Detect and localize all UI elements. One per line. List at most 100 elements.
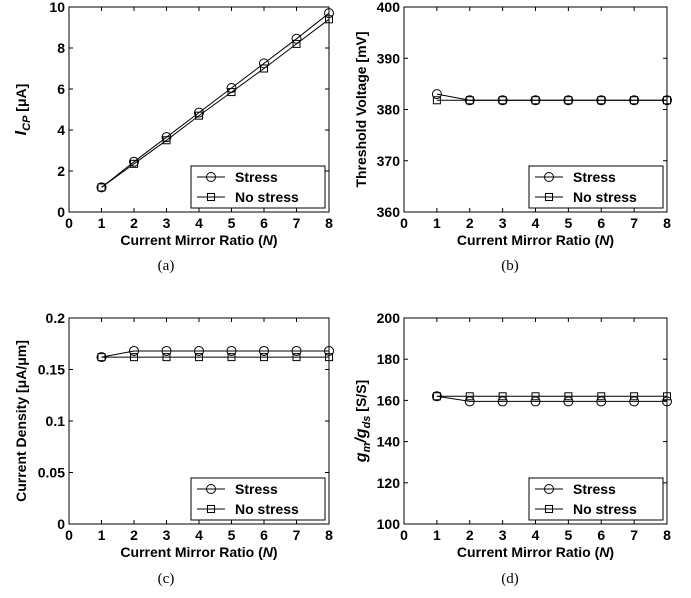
legend-label: Stress (235, 169, 278, 185)
data-point-no-stress (97, 353, 106, 362)
legend-marker-square (545, 505, 553, 513)
y-tick-label: 390 (377, 50, 401, 66)
data-point-no-stress (597, 392, 606, 401)
x-tick-label: 0 (400, 215, 408, 231)
x-axis-label-var: N (599, 232, 610, 248)
data-point-stress (530, 396, 541, 407)
x-tick-label: 2 (130, 527, 138, 543)
x-axis-label: Current Mirror Ratio (N) (120, 544, 277, 560)
data-point-no-stress (195, 111, 203, 120)
data-point-stress (129, 156, 139, 167)
legend-marker-square (207, 505, 215, 513)
x-axis-label-suffix: ) (609, 544, 614, 560)
data-point-stress (259, 345, 269, 356)
x-tick-label: 3 (163, 527, 171, 543)
data-point-no-stress (292, 353, 301, 362)
x-tick-label: 6 (260, 215, 268, 231)
y-axis-label-var: g (353, 452, 370, 463)
x-axis-label: Current Mirror Ratio (N) (457, 232, 614, 248)
data-point-no-stress (597, 96, 606, 105)
data-point-no-stress (432, 392, 441, 401)
x-axis-label-suffix: ) (273, 232, 278, 248)
x-tick-label: 3 (499, 527, 507, 543)
panel-caption: (d) (501, 571, 519, 587)
legend-label: Stress (573, 481, 616, 497)
x-axis-label-text: Current Mirror Ratio ( (120, 544, 263, 560)
x-axis-label: Current Mirror Ratio (N) (120, 232, 277, 248)
panel-caption: (b) (501, 258, 519, 274)
y-axis-label: ICP [μA] (13, 84, 33, 136)
data-point-no-stress (227, 353, 236, 362)
y-axis-label-unit: [μA] (13, 84, 29, 116)
x-axis-label-text: Current Mirror Ratio ( (457, 232, 600, 248)
data-point-stress (662, 396, 672, 407)
data-point-stress (291, 345, 302, 356)
data-point-no-stress (630, 96, 639, 105)
chart-panel-a: 0 1 2 3 4 5 6 7 8 0 2 4 6 8 10 Current Mirror Ratio (N)… (13, 0, 334, 248)
y-tick-label: 0.05 (38, 465, 65, 481)
legend-label: No stress (573, 189, 637, 205)
x-tick-label: 6 (597, 527, 605, 543)
data-point-no-stress (564, 96, 573, 105)
x-tick-label: 5 (228, 215, 236, 231)
x-tick-label: 3 (163, 215, 171, 231)
chart-panel-b: 0 1 2 3 4 5 6 7 8 360 370 380 390 400 Current Mirror R… (353, 0, 672, 248)
x-tick-label: 7 (630, 215, 638, 231)
legend: Stress No stress (190, 477, 326, 521)
data-point-no-stress (227, 88, 236, 97)
data-point-no-stress (260, 64, 268, 73)
x-tick-label: 7 (293, 527, 301, 543)
y-tick-label: 140 (377, 434, 401, 450)
y-axis-label: Threshold Voltage [mV] (353, 31, 369, 187)
legend-marker-square (545, 193, 553, 201)
legend: Stress No stress (528, 477, 664, 521)
x-tick-label: 1 (98, 215, 106, 231)
panel-caption: (c) (158, 571, 175, 587)
y-axis-label-subscript: CP (21, 115, 33, 131)
x-tick-label: 0 (65, 527, 73, 543)
data-point-stress (629, 396, 640, 407)
legend-label: Stress (573, 169, 616, 185)
series-line-no-stress (101, 18, 330, 188)
data-point-no-stress (531, 96, 540, 105)
x-tick-label: 5 (564, 215, 572, 231)
x-tick-label: 6 (597, 215, 605, 231)
legend-label: No stress (573, 501, 637, 517)
data-point-no-stress (465, 96, 474, 105)
x-tick-label: 1 (433, 215, 441, 231)
data-point-stress (497, 396, 508, 407)
data-point-stress (226, 345, 237, 356)
data-point-stress (324, 345, 334, 356)
y-tick-label: 6 (57, 81, 65, 97)
y-axis-label-text: Current Density [μA/μm] (13, 340, 29, 502)
y-tick-label: 370 (377, 153, 401, 169)
y-tick-label: 380 (377, 102, 401, 118)
x-tick-label: 4 (195, 527, 203, 543)
x-tick-label: 2 (466, 527, 474, 543)
x-tick-label: 2 (130, 215, 138, 231)
series-line-stress (436, 395, 667, 402)
y-axis-label: Current Density [μA/μm] (13, 340, 29, 502)
y-tick-label: 0.2 (46, 310, 66, 326)
series-line-stress (101, 12, 330, 188)
x-tick-label: 0 (400, 527, 408, 543)
legend-label: Stress (235, 481, 278, 497)
x-tick-label: 3 (499, 215, 507, 231)
x-axis-label-text: Current Mirror Ratio ( (120, 232, 263, 248)
data-point-no-stress (498, 392, 507, 401)
legend-marker-square (207, 193, 215, 201)
legend-marker-circle (206, 172, 216, 182)
y-tick-label: 2 (57, 163, 65, 179)
data-point-stress (464, 396, 475, 407)
y-tick-label: 0 (57, 516, 65, 532)
data-point-no-stress (130, 159, 138, 168)
y-tick-label: 0 (57, 204, 65, 220)
legend: Stress No stress (190, 165, 326, 209)
data-point-no-stress (260, 353, 268, 362)
data-point-no-stress (663, 392, 671, 401)
x-tick-label: 1 (433, 527, 441, 543)
data-point-stress (431, 89, 442, 100)
y-axis-label: gm/gds [S/S] (353, 380, 373, 463)
x-tick-label: 0 (65, 215, 73, 231)
